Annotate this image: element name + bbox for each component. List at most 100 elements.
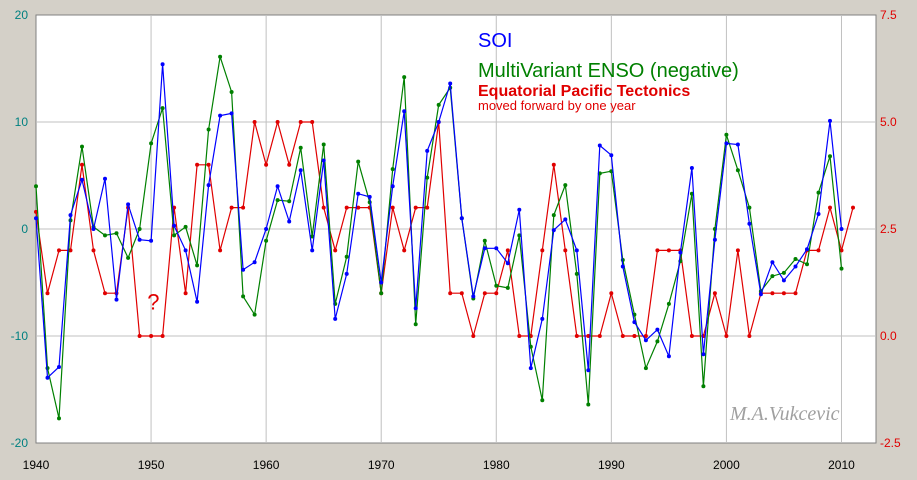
data-point-soi	[287, 219, 292, 224]
data-point-equatorial-pacific-tectonics	[793, 291, 798, 296]
data-point-soi	[310, 248, 315, 253]
data-point-equatorial-pacific-tectonics	[655, 248, 660, 253]
data-point-multivariant-enso-negative	[793, 257, 798, 261]
data-point-equatorial-pacific-tectonics	[80, 162, 84, 167]
data-point-multivariant-enso-negative	[413, 322, 418, 327]
data-point-soi	[551, 228, 556, 233]
x-tick-label: 1940	[23, 458, 50, 472]
data-point-equatorial-pacific-tectonics	[482, 291, 487, 296]
data-point-multivariant-enso-negative	[828, 154, 832, 159]
data-point-equatorial-pacific-tectonics	[91, 248, 96, 253]
data-point-soi	[45, 375, 50, 380]
data-point-multivariant-enso-negative	[666, 301, 671, 306]
data-point-soi	[494, 246, 499, 251]
data-point-multivariant-enso-negative	[540, 398, 545, 403]
data-point-equatorial-pacific-tectonics	[45, 291, 50, 296]
data-point-multivariant-enso-negative	[724, 132, 729, 137]
data-point-equatorial-pacific-tectonics	[609, 291, 614, 296]
data-point-multivariant-enso-negative	[103, 233, 107, 238]
data-point-equatorial-pacific-tectonics	[402, 248, 407, 253]
data-point-equatorial-pacific-tectonics	[229, 205, 234, 210]
data-point-multivariant-enso-negative	[735, 168, 740, 173]
data-point-soi	[57, 365, 61, 369]
data-point-equatorial-pacific-tectonics	[252, 120, 257, 124]
data-point-multivariant-enso-negative	[57, 416, 61, 421]
data-point-equatorial-pacific-tectonics	[540, 248, 545, 253]
data-point-equatorial-pacific-tectonics	[551, 162, 556, 167]
data-point-soi	[229, 111, 234, 116]
right-tick-label: 2.5	[880, 222, 897, 236]
data-point-soi	[264, 227, 269, 231]
data-point-equatorial-pacific-tectonics	[747, 334, 752, 338]
data-point-soi	[793, 264, 798, 269]
data-point-soi	[609, 153, 614, 158]
data-point-equatorial-pacific-tectonics	[839, 248, 844, 253]
data-point-soi	[839, 227, 844, 231]
data-point-soi	[379, 280, 384, 285]
data-point-equatorial-pacific-tectonics	[448, 291, 453, 296]
author-signature: M.A.Vukcevic	[729, 403, 840, 425]
data-point-multivariant-enso-negative	[229, 90, 234, 94]
data-point-multivariant-enso-negative	[206, 127, 211, 132]
data-point-multivariant-enso-negative	[643, 366, 648, 371]
left-tick-label: -10	[11, 329, 29, 343]
data-point-multivariant-enso-negative	[379, 291, 384, 296]
data-point-soi	[724, 141, 729, 146]
data-point-multivariant-enso-negative	[183, 224, 188, 229]
data-point-equatorial-pacific-tectonics	[586, 334, 591, 338]
data-point-equatorial-pacific-tectonics	[574, 334, 579, 338]
data-point-multivariant-enso-negative	[563, 183, 568, 188]
data-point-equatorial-pacific-tectonics	[666, 248, 671, 253]
data-point-soi	[103, 176, 107, 181]
data-point-soi	[114, 297, 119, 302]
data-point-equatorial-pacific-tectonics	[183, 291, 188, 296]
left-tick-label: 10	[15, 115, 29, 129]
x-tick-label: 1960	[253, 458, 280, 472]
data-point-soi	[482, 246, 487, 251]
data-point-equatorial-pacific-tectonics	[298, 120, 303, 124]
legend: SOI MultiVariant ENSO (negative) Equator…	[478, 30, 739, 113]
data-point-multivariant-enso-negative	[149, 141, 154, 146]
data-point-soi	[68, 213, 73, 218]
data-point-equatorial-pacific-tectonics	[275, 120, 280, 124]
data-point-soi	[344, 271, 349, 276]
data-point-equatorial-pacific-tectonics	[620, 334, 625, 338]
data-point-soi	[540, 316, 545, 321]
data-point-soi	[666, 354, 671, 359]
data-point-soi	[770, 260, 775, 265]
data-point-equatorial-pacific-tectonics	[413, 205, 418, 210]
data-point-multivariant-enso-negative	[655, 339, 660, 344]
data-point-multivariant-enso-negative	[287, 199, 292, 204]
data-point-equatorial-pacific-tectonics	[160, 334, 165, 338]
x-tick-label: 1950	[138, 458, 165, 472]
data-point-soi	[563, 217, 568, 222]
data-point-soi	[597, 143, 602, 148]
data-point-equatorial-pacific-tectonics	[218, 248, 223, 253]
x-tick-label: 1980	[483, 458, 510, 472]
data-point-multivariant-enso-negative	[126, 255, 131, 260]
data-point-soi	[275, 184, 280, 189]
data-point-multivariant-enso-negative	[356, 159, 361, 164]
data-point-soi	[735, 142, 740, 147]
data-point-equatorial-pacific-tectonics	[724, 334, 729, 338]
data-point-multivariant-enso-negative	[344, 254, 349, 259]
right-tick-label: 0.0	[880, 329, 897, 343]
data-point-soi	[712, 237, 717, 242]
data-point-soi	[528, 366, 533, 371]
data-point-soi	[252, 260, 257, 265]
data-point-equatorial-pacific-tectonics	[816, 248, 821, 253]
data-point-equatorial-pacific-tectonics	[770, 291, 775, 296]
data-point-soi	[367, 194, 372, 199]
data-point-equatorial-pacific-tectonics	[206, 162, 211, 167]
data-point-equatorial-pacific-tectonics	[195, 162, 200, 167]
left-tick-label: 20	[15, 8, 29, 22]
data-point-soi	[402, 109, 407, 114]
data-point-multivariant-enso-negative	[195, 263, 200, 268]
data-point-multivariant-enso-negative	[482, 238, 487, 243]
data-point-soi	[218, 113, 223, 118]
x-tick-label: 1970	[368, 458, 395, 472]
data-point-soi	[183, 248, 188, 253]
right-tick-label: 5.0	[880, 115, 897, 129]
data-point-soi	[34, 216, 38, 221]
data-point-multivariant-enso-negative	[747, 205, 752, 210]
